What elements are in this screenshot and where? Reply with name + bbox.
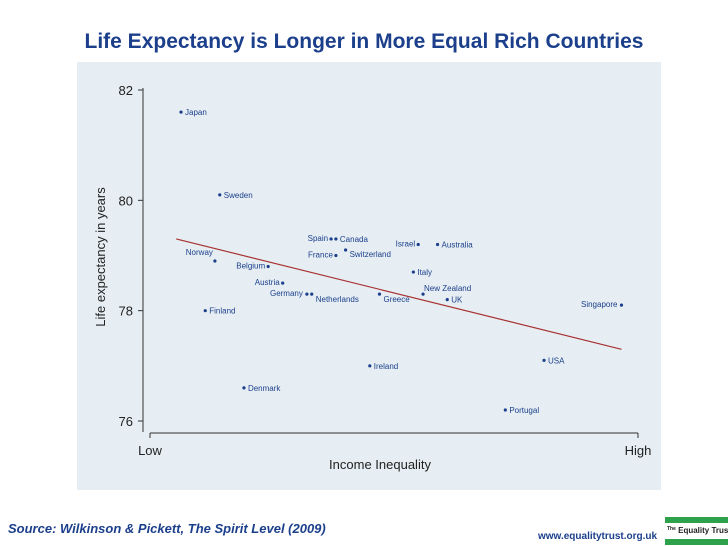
point-portugal [503,408,507,412]
label-ireland: Ireland [374,362,398,371]
logo-bar-bottom [665,539,728,545]
logo-bar-top [665,517,728,523]
plot-background [77,62,661,490]
point-netherlands [310,292,314,296]
point-germany [305,292,309,296]
website-link[interactable]: www.equalitytrust.org.uk [538,531,658,542]
point-sweden [218,193,222,197]
point-spain [329,237,333,241]
trend-line [176,238,622,350]
point-greece [377,292,382,296]
point-italy [411,270,415,274]
label-switzerland: Switzerland [350,250,391,259]
point-austria [281,281,285,285]
point-israel [416,242,420,247]
label-sweden: Sweden [224,191,253,200]
chart-axes [142,88,638,434]
point-usa [542,358,546,362]
point-finland [203,309,207,313]
label-australia: Australia [442,240,474,249]
point-belgium [266,264,270,269]
label-uk: UK [451,296,463,305]
label-israel: Israel [396,239,416,248]
x-tick-label: High [625,443,652,458]
label-japan: Japan [185,108,207,117]
label-germany: Germany [270,289,303,298]
label-finland: Finland [209,307,235,316]
point-norway [213,259,217,263]
label-singapore: Singapore [581,300,618,309]
label-italy: Italy [417,268,432,277]
point-new-zealand [421,292,425,296]
point-singapore [619,303,624,307]
x-tick-label: Low [138,443,162,458]
label-france: France [308,251,333,260]
equality-trust-logo: The Equality Trust [665,517,728,546]
label-usa: USA [548,356,565,365]
point-australia [435,242,440,247]
point-denmark [242,386,246,390]
label-denmark: Denmark [248,384,281,393]
y-axis-title: Life expectancy in years [93,187,108,327]
label-spain: Spain [308,234,328,243]
logo-name: The Equality Trust [667,526,728,535]
label-greece: Greece [383,295,410,304]
point-ireland [368,364,372,368]
label-portugal: Portugal [509,406,539,415]
point-switzerland [344,248,348,252]
source-citation: Source: Wilkinson & Pickett, The Spirit … [8,521,326,536]
y-tick-label: 78 [119,304,133,319]
point-uk [445,298,449,302]
y-tick-label: 76 [119,414,133,429]
x-axis-title: Income Inequality [329,457,431,472]
point-canada [334,237,338,241]
label-norway: Norway [186,248,213,257]
point-france [334,253,338,258]
label-canada: Canada [340,235,369,244]
y-tick-label: 82 [119,83,133,98]
label-austria: Austria [255,278,280,287]
chart-title: Life Expectancy is Longer in More Equal … [84,30,644,53]
y-tick-label: 80 [119,193,133,208]
logo-prefix: The [667,526,676,532]
point-japan [179,110,183,114]
logo-text: Equality Trust [678,526,728,535]
label-new-zealand: New Zealand [424,284,471,293]
label-netherlands: Netherlands [316,295,359,304]
label-belgium: Belgium [236,262,265,271]
